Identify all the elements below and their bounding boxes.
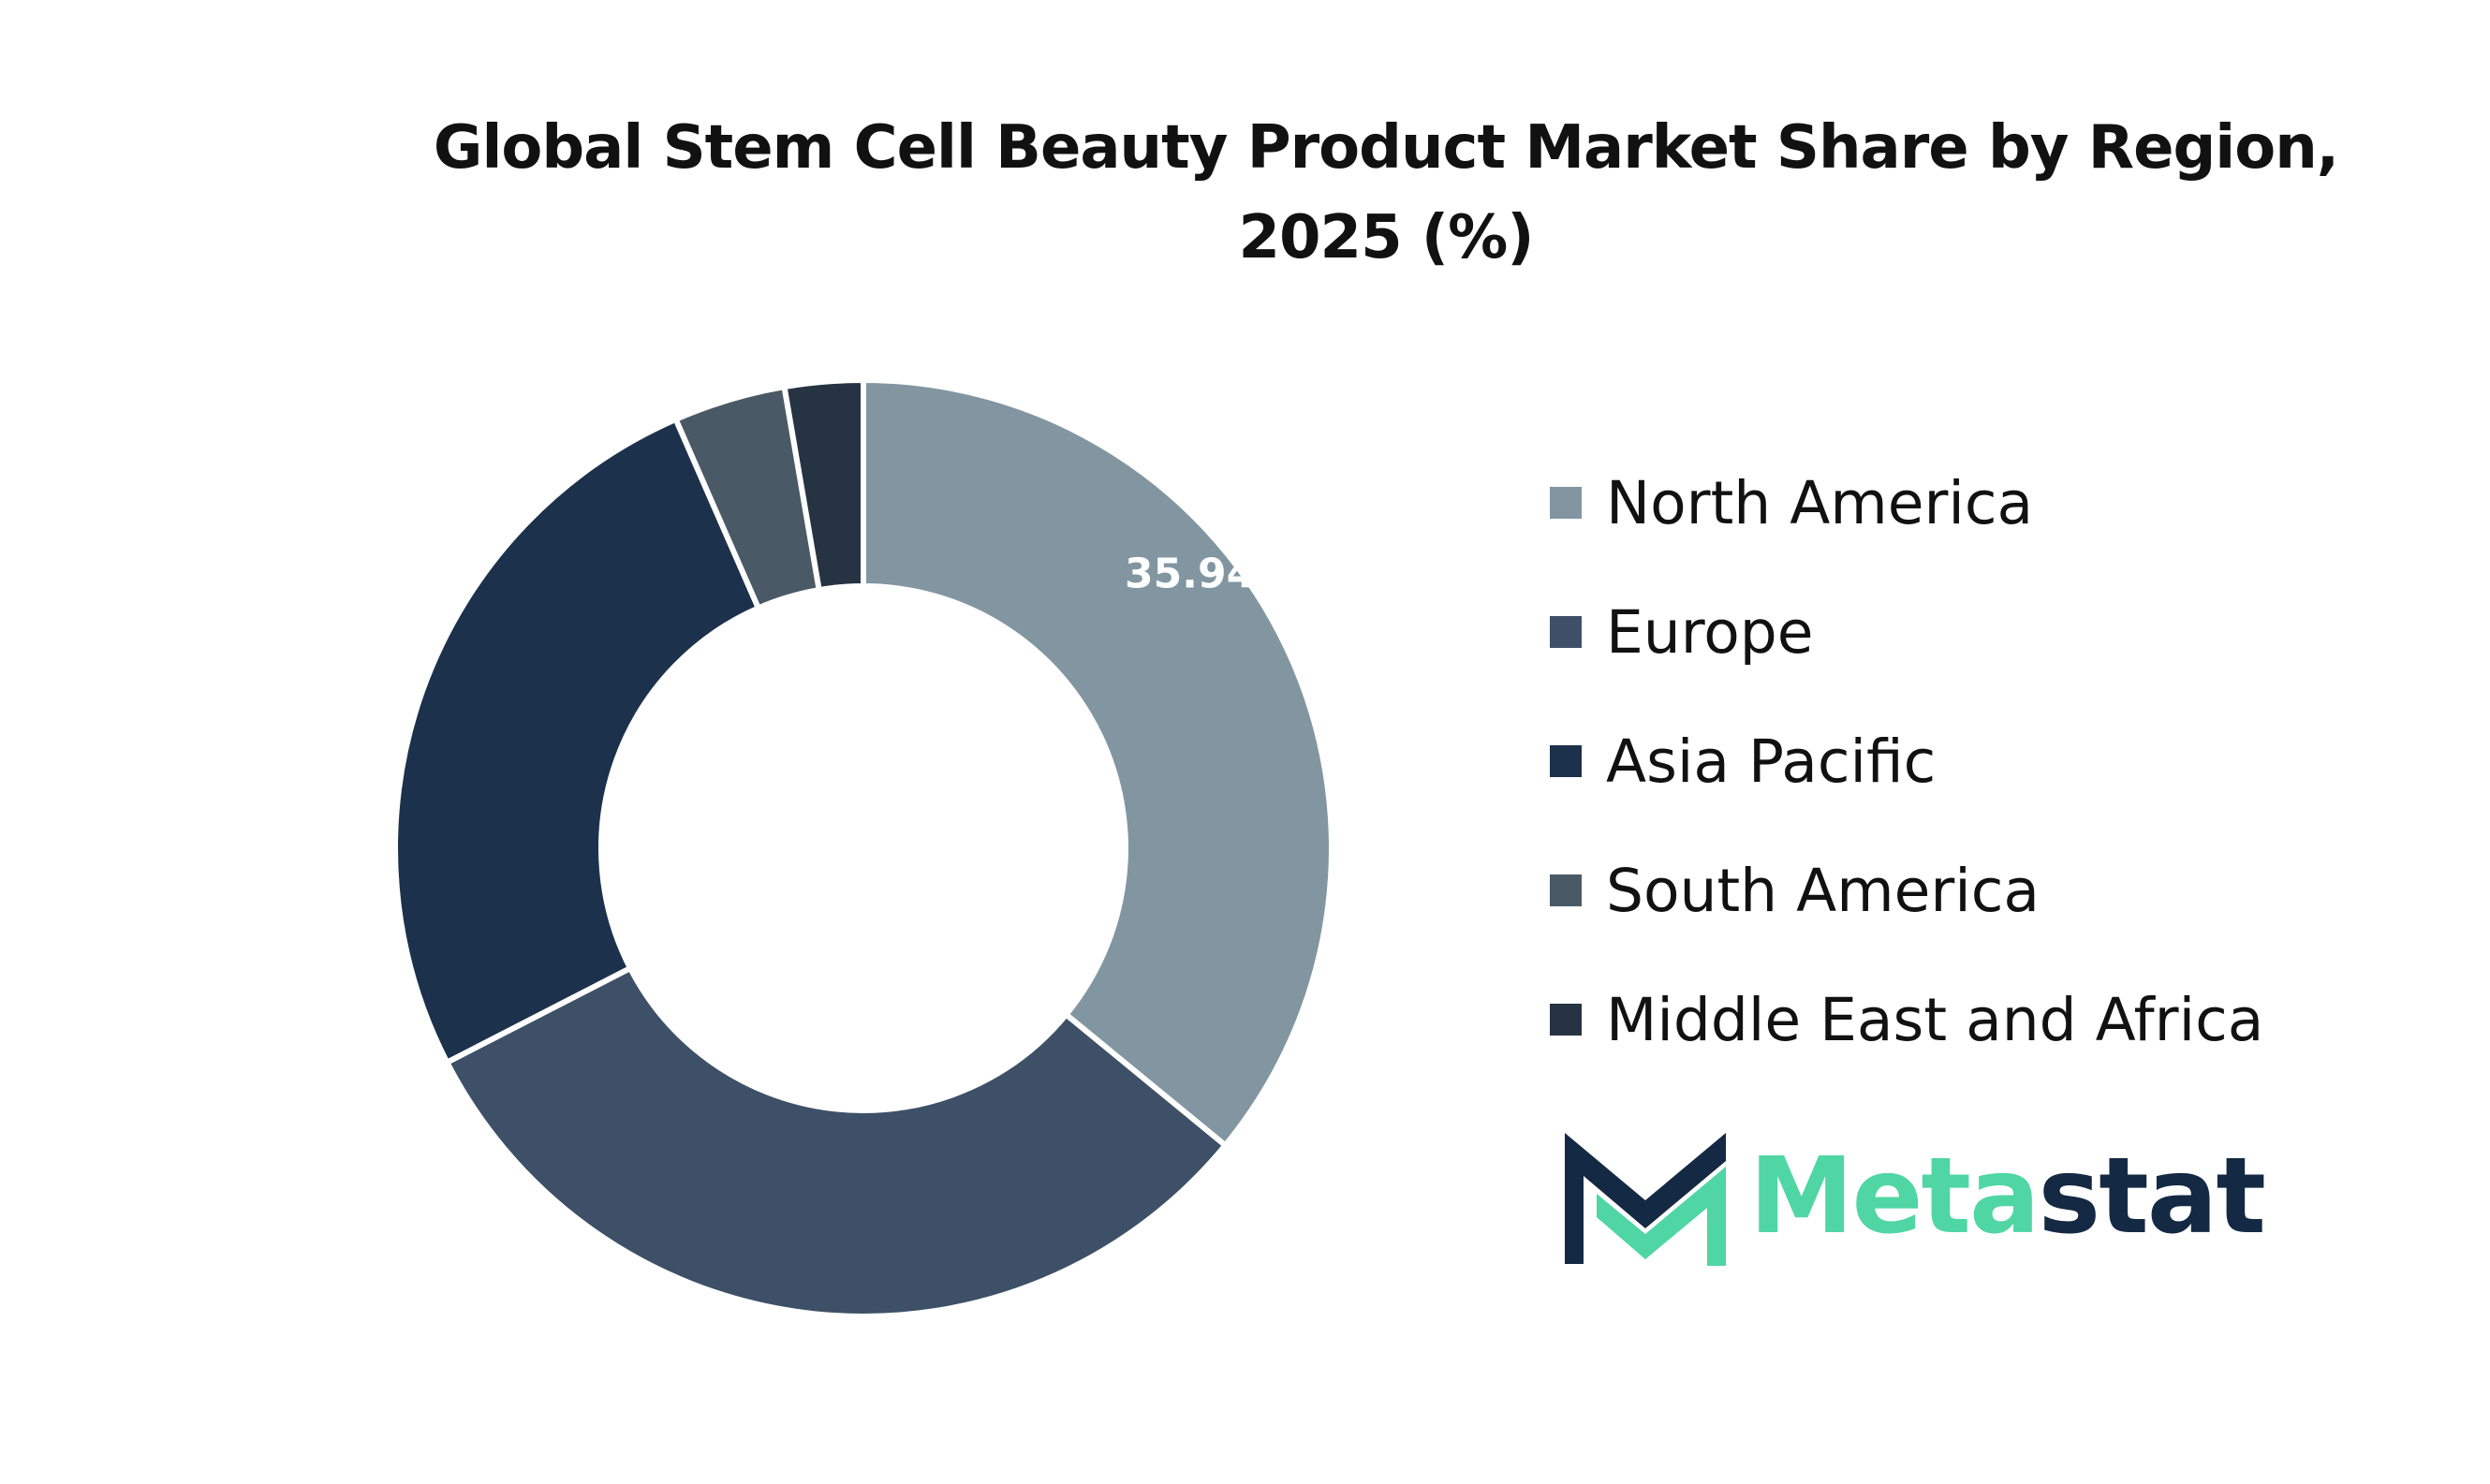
donut-slice-asia-pacific [392, 415, 762, 1066]
donut-chart: 35.94% [392, 376, 1334, 1319]
data-label-north-america: 35.94% [1125, 551, 1296, 598]
logo-text-meta: Meta [1749, 1135, 2041, 1257]
chart-legend: North America Europe Asia Pacific South Ame… [1550, 438, 2263, 1084]
legend-item: South America [1550, 826, 2263, 955]
legend-label: Europe [1606, 597, 1814, 667]
legend-item: Middle East and Africa [1550, 955, 2263, 1084]
legend-swatch [1550, 874, 1582, 906]
legend-label: South America [1606, 856, 2040, 925]
donut-slice-north-america [861, 376, 1334, 1150]
legend-label: Asia Pacific [1606, 727, 1937, 796]
legend-item: Asia Pacific [1550, 697, 2263, 826]
legend-swatch [1550, 1004, 1582, 1036]
metastat-logo-wordmark: Metastat [1749, 1144, 2266, 1249]
donut-slice-europe [443, 964, 1230, 1319]
legend-label: Middle East and Africa [1606, 985, 2264, 1054]
metastat-logo-icon [1565, 1133, 1726, 1266]
chart-title-line-1: Global Stem Cell Beauty Product Market S… [433, 113, 2339, 183]
donut-slice-middle-east-and-africa [781, 376, 866, 594]
legend-swatch [1550, 616, 1582, 648]
logo-text-stat: stat [2038, 1135, 2266, 1257]
legend-swatch [1550, 487, 1582, 519]
metastat-logo: Metastat [1559, 1124, 2266, 1269]
legend-swatch [1550, 745, 1582, 777]
legend-label: North America [1606, 468, 2034, 537]
chart-title-line-2: 2025 (%) [1238, 203, 1534, 272]
chart-title: Global Stem Cell Beauty Product Market S… [375, 103, 2397, 283]
donut-data-labels: 35.94% [1125, 551, 1296, 598]
legend-item: Europe [1550, 567, 2263, 697]
legend-item: North America [1550, 438, 2263, 567]
donut-slices [392, 376, 1334, 1319]
